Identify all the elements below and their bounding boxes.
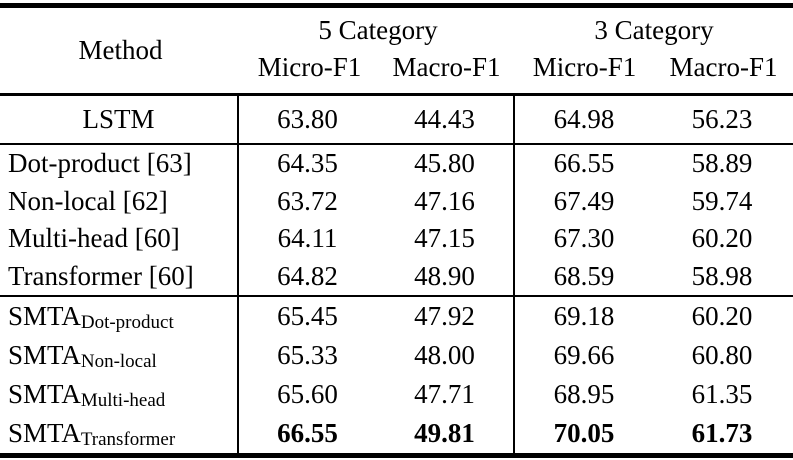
value-cell: 66.55 <box>553 148 615 179</box>
method-cell: SMTA Dot-product <box>0 297 239 336</box>
value-cell: 64.82 <box>277 260 338 291</box>
group-header-5-category: 5 Category Micro-F1 Macro-F1 <box>241 8 515 93</box>
value-cell: 64.98 <box>553 104 615 134</box>
method-label: Dot-product [63] <box>8 148 192 179</box>
method-cell: SMTA Non-local <box>0 336 239 375</box>
method-label: LSTM <box>82 104 155 134</box>
table-row-best: SMTA Transformer 66.55 49.81 70.05 61.73 <box>0 414 793 453</box>
section-rule <box>0 295 793 297</box>
value-cell: 58.98 <box>691 260 753 291</box>
method-label: SMTA <box>8 418 81 448</box>
value-cell: 63.80 <box>277 104 338 134</box>
value-cell: 49.81 <box>376 414 515 453</box>
value-cell: 44.43 <box>376 96 515 143</box>
table-header: Method 5 Category Micro-F1 Macro-F1 3 Ca… <box>0 8 793 93</box>
method-cell: Transformer [60] <box>0 257 239 295</box>
value-cell: 67.30 <box>553 223 615 254</box>
table-row: SMTA Dot-product 65.45 47.92 69.18 60.20 <box>0 297 793 336</box>
group-label: 5 Category <box>318 14 438 45</box>
value-cell: 66.55 <box>277 418 338 448</box>
table-row: SMTA Non-local 65.33 48.00 69.66 60.80 <box>0 336 793 375</box>
value-cell: 68.95 <box>553 379 615 409</box>
value-cell: 68.59 <box>553 260 615 291</box>
column-header-macro-f1: Macro-F1 <box>669 52 778 82</box>
value-cell: 65.45 <box>277 301 338 331</box>
group-header-3-category: 3 Category Micro-F1 Macro-F1 <box>515 8 793 93</box>
method-cell: SMTA Transformer <box>0 414 239 453</box>
value-cell: 59.74 <box>691 185 753 216</box>
value-cell: 61.35 <box>691 379 753 409</box>
value-cell: 47.16 <box>376 182 515 220</box>
value-cell: 70.05 <box>553 418 615 448</box>
value-cell: 47.71 <box>376 375 515 414</box>
value-cell: 67.49 <box>553 185 615 216</box>
table-row: Transformer [60] 64.82 48.90 68.59 58.98 <box>0 257 793 295</box>
value-cell: 65.60 <box>277 379 338 409</box>
table-row: SMTA Multi-head 65.60 47.71 68.95 61.35 <box>0 375 793 414</box>
method-cell: Multi-head [60] <box>0 220 239 258</box>
group-subheaders: Micro-F1 Macro-F1 <box>515 52 793 93</box>
table-row: Dot-product [63] 64.35 45.80 66.55 58.89 <box>0 145 793 183</box>
table-row: LSTM 63.80 44.43 64.98 56.23 <box>0 96 793 143</box>
method-subscript: Non-local <box>80 350 157 372</box>
value-cell: 48.00 <box>376 336 515 375</box>
method-subscript: Dot-product <box>80 311 174 333</box>
method-cell: Non-local [62] <box>0 182 239 220</box>
value-cell: 64.11 <box>277 223 338 254</box>
value-cell: 61.73 <box>691 418 753 448</box>
method-label: Transformer [60] <box>8 260 194 291</box>
method-column-header: Method <box>78 35 163 65</box>
method-label: SMTA <box>8 340 81 370</box>
column-header-micro-f1: Micro-F1 <box>257 52 362 82</box>
column-header-micro-f1: Micro-F1 <box>532 52 637 82</box>
value-cell: 48.90 <box>376 257 515 295</box>
value-cell: 47.92 <box>376 297 515 336</box>
method-label: SMTA <box>8 301 81 331</box>
method-cell: LSTM <box>0 96 239 143</box>
method-label: Multi-head [60] <box>8 223 180 254</box>
method-label: Non-local [62] <box>8 185 168 216</box>
column-header-macro-f1: Macro-F1 <box>392 52 501 82</box>
value-cell: 60.20 <box>691 223 753 254</box>
value-cell: 64.35 <box>277 148 338 179</box>
value-cell: 60.80 <box>691 340 753 370</box>
top-rule <box>0 3 793 8</box>
method-subscript: Transformer <box>80 428 176 450</box>
group-label: 3 Category <box>594 14 714 45</box>
value-cell: 65.33 <box>277 340 338 370</box>
value-cell: 45.80 <box>376 145 515 183</box>
table-row: Non-local [62] 63.72 47.16 67.49 59.74 <box>0 182 793 220</box>
table-row: Multi-head [60] 64.11 47.15 67.30 60.20 <box>0 220 793 258</box>
group-subheaders: Micro-F1 Macro-F1 <box>241 52 515 93</box>
method-cell: SMTA Multi-head <box>0 375 239 414</box>
value-cell: 58.89 <box>691 148 753 179</box>
value-cell: 47.15 <box>376 220 515 258</box>
value-cell: 63.72 <box>277 185 338 216</box>
bottom-rule <box>0 453 793 458</box>
method-cell: Dot-product [63] <box>0 145 239 183</box>
value-cell: 56.23 <box>691 104 753 134</box>
method-subscript: Multi-head <box>80 389 166 411</box>
value-cell: 60.20 <box>691 301 753 331</box>
value-cell: 69.66 <box>553 340 615 370</box>
section-rule <box>0 143 793 145</box>
method-label: SMTA <box>8 379 81 409</box>
header-rule <box>0 93 793 96</box>
value-cell: 69.18 <box>553 301 615 331</box>
